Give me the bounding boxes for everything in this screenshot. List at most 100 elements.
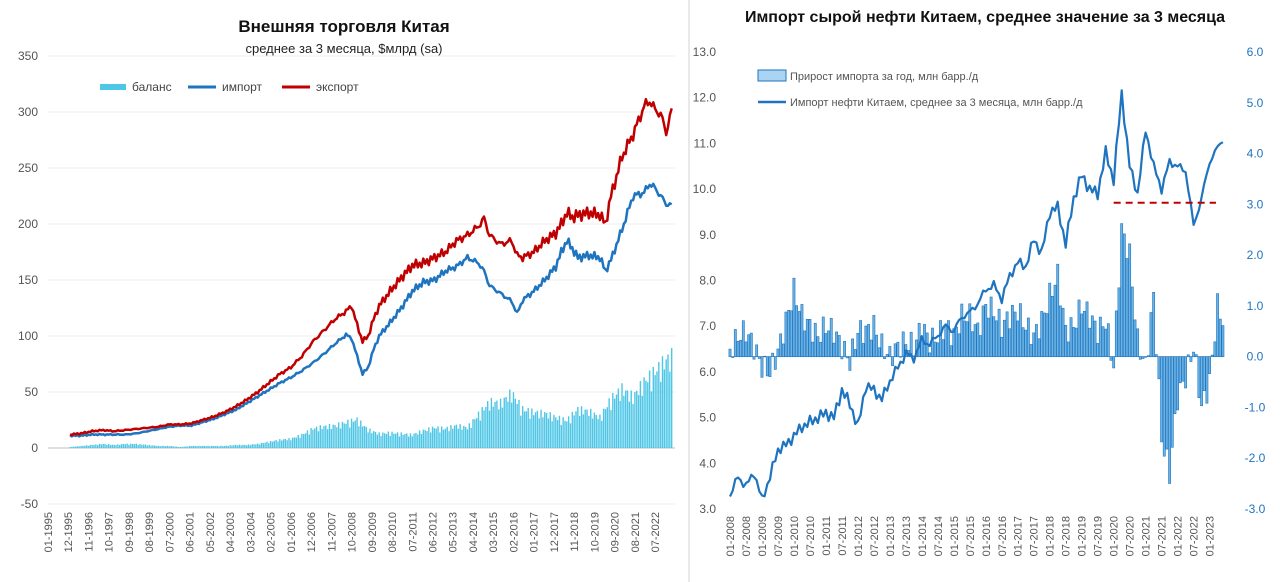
x-tick-label: 07-2022: [650, 512, 662, 552]
growth-bar: [1152, 292, 1156, 357]
x-tick-label: 12-2017: [549, 512, 561, 552]
growth-bar: [1205, 356, 1209, 404]
growth-bar: [949, 345, 953, 357]
balance-bar: [658, 361, 660, 448]
balance-bar: [244, 444, 246, 448]
growth-bar: [960, 303, 964, 357]
balance-bar: [198, 445, 200, 448]
x-tick-label: 01-2022: [1173, 516, 1185, 556]
balance-bar: [299, 437, 301, 448]
balance-bar: [624, 390, 627, 448]
balance-bar: [229, 445, 231, 448]
growth-bar: [843, 340, 846, 357]
balance-bar: [437, 426, 439, 448]
x-tick-label: 08-2021: [630, 512, 642, 552]
balance-bar: [336, 427, 338, 448]
balance-bar: [382, 432, 384, 448]
legend: баланс импорт экспорт: [100, 80, 359, 94]
x-tick-label: 01-2011: [821, 516, 833, 556]
balance-bar: [98, 443, 101, 448]
balance-bar: [343, 423, 345, 448]
growth-bar: [1162, 356, 1166, 457]
balance-bar: [503, 397, 505, 448]
balance-bar: [317, 431, 320, 448]
balance-bar: [271, 441, 274, 448]
balance-bar: [222, 446, 224, 448]
x-tick-label: 07-2019: [1093, 516, 1105, 556]
growth-bar: [1184, 356, 1187, 389]
balance-bar: [615, 394, 618, 448]
legend-label-balance: баланс: [132, 80, 172, 94]
growth-bar: [1170, 356, 1174, 448]
x-tick-label: 01-2018: [1045, 516, 1057, 556]
x-tick-label: 07-2010: [805, 516, 817, 556]
balance-bar: [192, 445, 195, 448]
balance-bar: [135, 443, 138, 448]
x-tick-label: 11-1996: [83, 512, 95, 552]
balance-bar: [89, 444, 92, 448]
balance-bar: [282, 439, 285, 448]
growth-bar: [1058, 305, 1062, 357]
right-y-tick-label: -3.0: [1245, 502, 1266, 516]
balance-bar: [584, 409, 586, 448]
growth-bar: [1053, 284, 1057, 357]
balance-bar: [376, 434, 379, 448]
balance-bar: [190, 446, 193, 448]
balance-bar: [111, 444, 114, 448]
trade-chart: Внешняя торговля Китая среднее за 3 меся…: [18, 17, 675, 552]
y-tick-label: -50: [21, 497, 39, 511]
balance-bar: [417, 434, 419, 448]
balance-bar: [564, 420, 566, 448]
balance-bar: [652, 367, 654, 448]
balance-bar: [310, 428, 312, 448]
balance-bar: [531, 408, 533, 448]
balance-bar: [402, 434, 404, 448]
growth-bar: [771, 352, 775, 357]
balance-bar: [152, 445, 154, 448]
growth-bar: [1096, 343, 1100, 357]
growth-bar: [848, 356, 852, 371]
balance-bar: [395, 433, 397, 448]
x-tick-label: 07-2011: [407, 512, 419, 552]
y-tick-label: 150: [18, 273, 38, 287]
balance-bar: [466, 429, 469, 448]
balance-bar: [626, 390, 629, 448]
balance-bar: [575, 411, 577, 448]
growth-bar: [752, 356, 756, 360]
balance-bar: [577, 406, 579, 448]
balance-bar: [334, 425, 336, 448]
balance-bar: [240, 445, 242, 448]
left-y-tick-label: 4.0: [699, 456, 716, 470]
balance-bar: [409, 433, 412, 448]
balance-bar: [330, 429, 333, 448]
balance-bar: [391, 431, 393, 448]
balance-bar: [494, 401, 496, 448]
balance-bar: [142, 444, 145, 448]
x-tick-label: 08-2010: [387, 512, 399, 552]
left-y-tick-label: 8.0: [699, 274, 716, 288]
balance-bar: [203, 445, 206, 448]
balance-bar: [122, 444, 125, 448]
balance-bar: [444, 428, 447, 448]
right-y-tick-label: 1.0: [1247, 299, 1264, 313]
balance-bar: [179, 446, 182, 448]
growth-bar: [1216, 293, 1219, 357]
x-tick-label: 01-1995: [43, 512, 55, 552]
balance-bar: [477, 411, 480, 448]
growth-bar: [1189, 356, 1193, 362]
growth-bar: [1117, 287, 1121, 357]
balance-bar: [448, 431, 450, 448]
growth-bar: [776, 348, 780, 357]
balance-bar: [492, 406, 494, 448]
balance-bar: [474, 419, 476, 448]
balance-bar: [159, 446, 161, 448]
balance-bar: [634, 392, 636, 448]
balance-bar: [308, 434, 310, 448]
legend-label-growth: Прирост импорта за год, млн барр./д: [790, 71, 979, 83]
growth-bar: [1200, 356, 1203, 407]
growth-bar: [1194, 354, 1198, 357]
growth-bar: [736, 340, 740, 357]
growth-bar: [1061, 307, 1065, 357]
balance-bar: [551, 421, 553, 448]
